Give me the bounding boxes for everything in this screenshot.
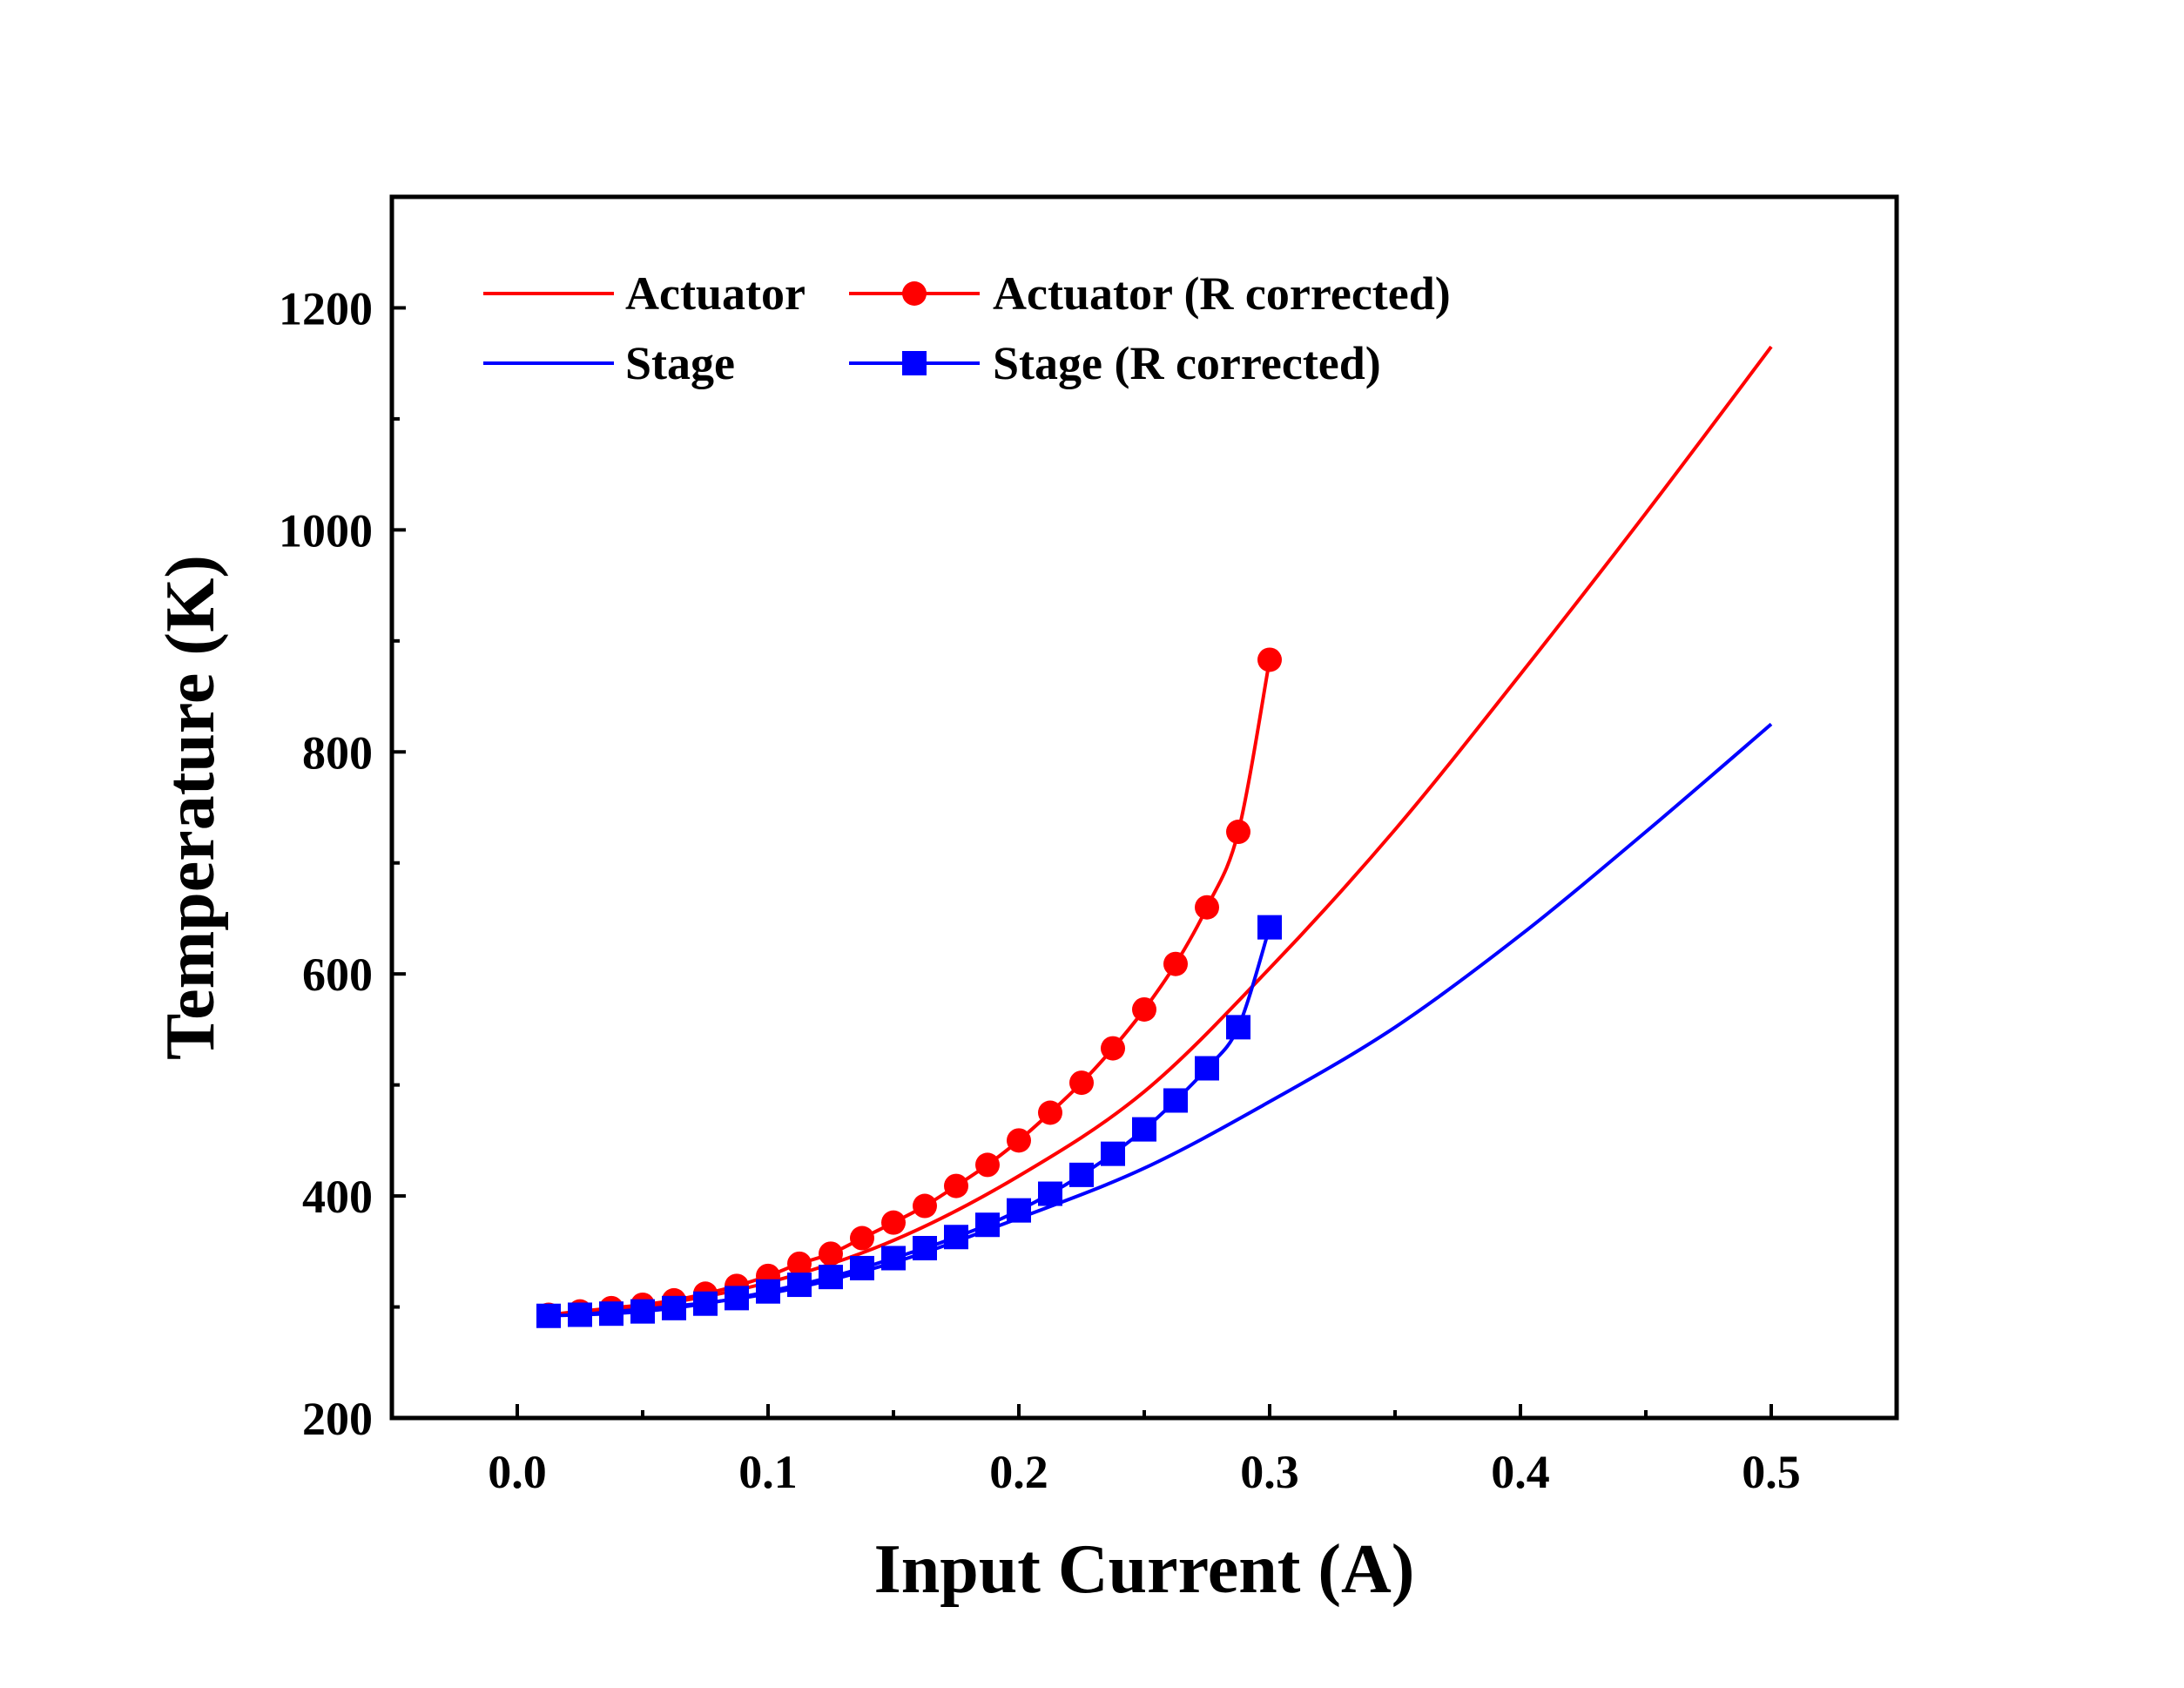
data-point-actuator-r-corrected bbox=[1132, 996, 1156, 1022]
x-tick-label: 0.3 bbox=[1240, 1446, 1299, 1498]
data-point-actuator-r-corrected bbox=[1101, 1036, 1125, 1061]
data-point-actuator-r-corrected bbox=[881, 1210, 906, 1235]
y-tick-labels: 200 400 600 800 1000 1200 bbox=[279, 282, 373, 1445]
data-point-actuator-r-corrected bbox=[819, 1241, 843, 1266]
data-point-actuator-r-corrected bbox=[944, 1173, 968, 1198]
plot-markers bbox=[536, 647, 1282, 1328]
y-tick-label: 1200 bbox=[279, 282, 373, 334]
legend: Actuator Stage Actuator (R corrected) St… bbox=[483, 267, 1451, 389]
data-point-stage-r-corrected bbox=[975, 1212, 1000, 1238]
legend-label-actuator-r-corrected: Actuator (R corrected) bbox=[993, 267, 1451, 320]
x-tick-label: 0.2 bbox=[989, 1446, 1048, 1498]
y-tick-label: 1000 bbox=[279, 504, 373, 557]
data-point-stage-r-corrected bbox=[913, 1235, 937, 1260]
data-point-stage-r-corrected bbox=[599, 1301, 624, 1327]
data-point-stage-r-corrected bbox=[1195, 1056, 1219, 1081]
data-point-stage-r-corrected bbox=[1226, 1015, 1250, 1040]
data-point-stage-r-corrected bbox=[1007, 1198, 1031, 1223]
data-point-stage-r-corrected bbox=[944, 1225, 968, 1250]
data-point-stage-r-corrected bbox=[1069, 1162, 1094, 1187]
y-tick-label: 400 bbox=[302, 1171, 373, 1223]
data-point-stage-r-corrected bbox=[756, 1279, 780, 1304]
legend-label-stage: Stage bbox=[625, 337, 735, 389]
data-point-stage-r-corrected bbox=[536, 1303, 561, 1328]
data-point-actuator-r-corrected bbox=[1257, 647, 1282, 672]
data-point-actuator-r-corrected bbox=[1007, 1128, 1031, 1153]
data-point-actuator-r-corrected bbox=[1163, 951, 1188, 976]
data-point-actuator-r-corrected bbox=[1038, 1100, 1062, 1125]
legend-label-stage-r-corrected: Stage (R corrected) bbox=[993, 337, 1381, 389]
legend-label-actuator: Actuator bbox=[625, 267, 806, 320]
x-tick-label: 0.4 bbox=[1491, 1446, 1550, 1498]
x-tick-label: 0.0 bbox=[488, 1446, 547, 1498]
data-point-stage-r-corrected bbox=[662, 1295, 686, 1320]
data-point-actuator-r-corrected bbox=[787, 1251, 812, 1276]
data-point-stage-r-corrected bbox=[1163, 1088, 1188, 1113]
x-tick-labels: 0.0 0.1 0.2 0.3 0.4 0.5 bbox=[488, 1446, 1801, 1498]
legend-marker-actuator-r-corrected bbox=[902, 281, 927, 306]
axes-ticks bbox=[392, 306, 1773, 1420]
data-point-actuator-r-corrected bbox=[850, 1225, 874, 1251]
data-point-actuator-r-corrected bbox=[1226, 820, 1250, 845]
data-point-stage-r-corrected bbox=[725, 1286, 749, 1311]
data-point-stage-r-corrected bbox=[881, 1246, 906, 1271]
x-tick-label: 0.5 bbox=[1742, 1446, 1801, 1498]
y-axis-title: Temperature (K) bbox=[152, 555, 229, 1060]
data-point-stage-r-corrected bbox=[819, 1265, 843, 1290]
data-point-stage-r-corrected bbox=[630, 1299, 655, 1324]
data-point-stage-r-corrected bbox=[1038, 1181, 1062, 1206]
y-tick-label: 600 bbox=[302, 949, 373, 1001]
data-point-stage-r-corrected bbox=[1257, 915, 1282, 940]
data-point-stage-r-corrected bbox=[1132, 1117, 1156, 1142]
y-tick-label: 800 bbox=[302, 726, 373, 779]
data-point-actuator-r-corrected bbox=[1195, 895, 1219, 920]
data-point-actuator-r-corrected bbox=[975, 1152, 1000, 1178]
data-point-stage-r-corrected bbox=[850, 1255, 874, 1280]
legend-marker-stage-r-corrected bbox=[902, 351, 927, 375]
data-point-stage-r-corrected bbox=[693, 1291, 718, 1316]
data-point-stage-r-corrected bbox=[787, 1273, 812, 1298]
data-point-stage-r-corrected bbox=[1101, 1141, 1125, 1166]
x-tick-label: 0.1 bbox=[738, 1446, 798, 1498]
y-tick-label: 200 bbox=[302, 1393, 373, 1445]
data-point-actuator-r-corrected bbox=[913, 1193, 937, 1219]
plot-frame bbox=[389, 194, 1899, 1421]
x-axis-title: Input Current (A) bbox=[874, 1531, 1415, 1608]
data-point-stage-r-corrected bbox=[568, 1302, 592, 1327]
data-point-actuator-r-corrected bbox=[1069, 1070, 1094, 1096]
